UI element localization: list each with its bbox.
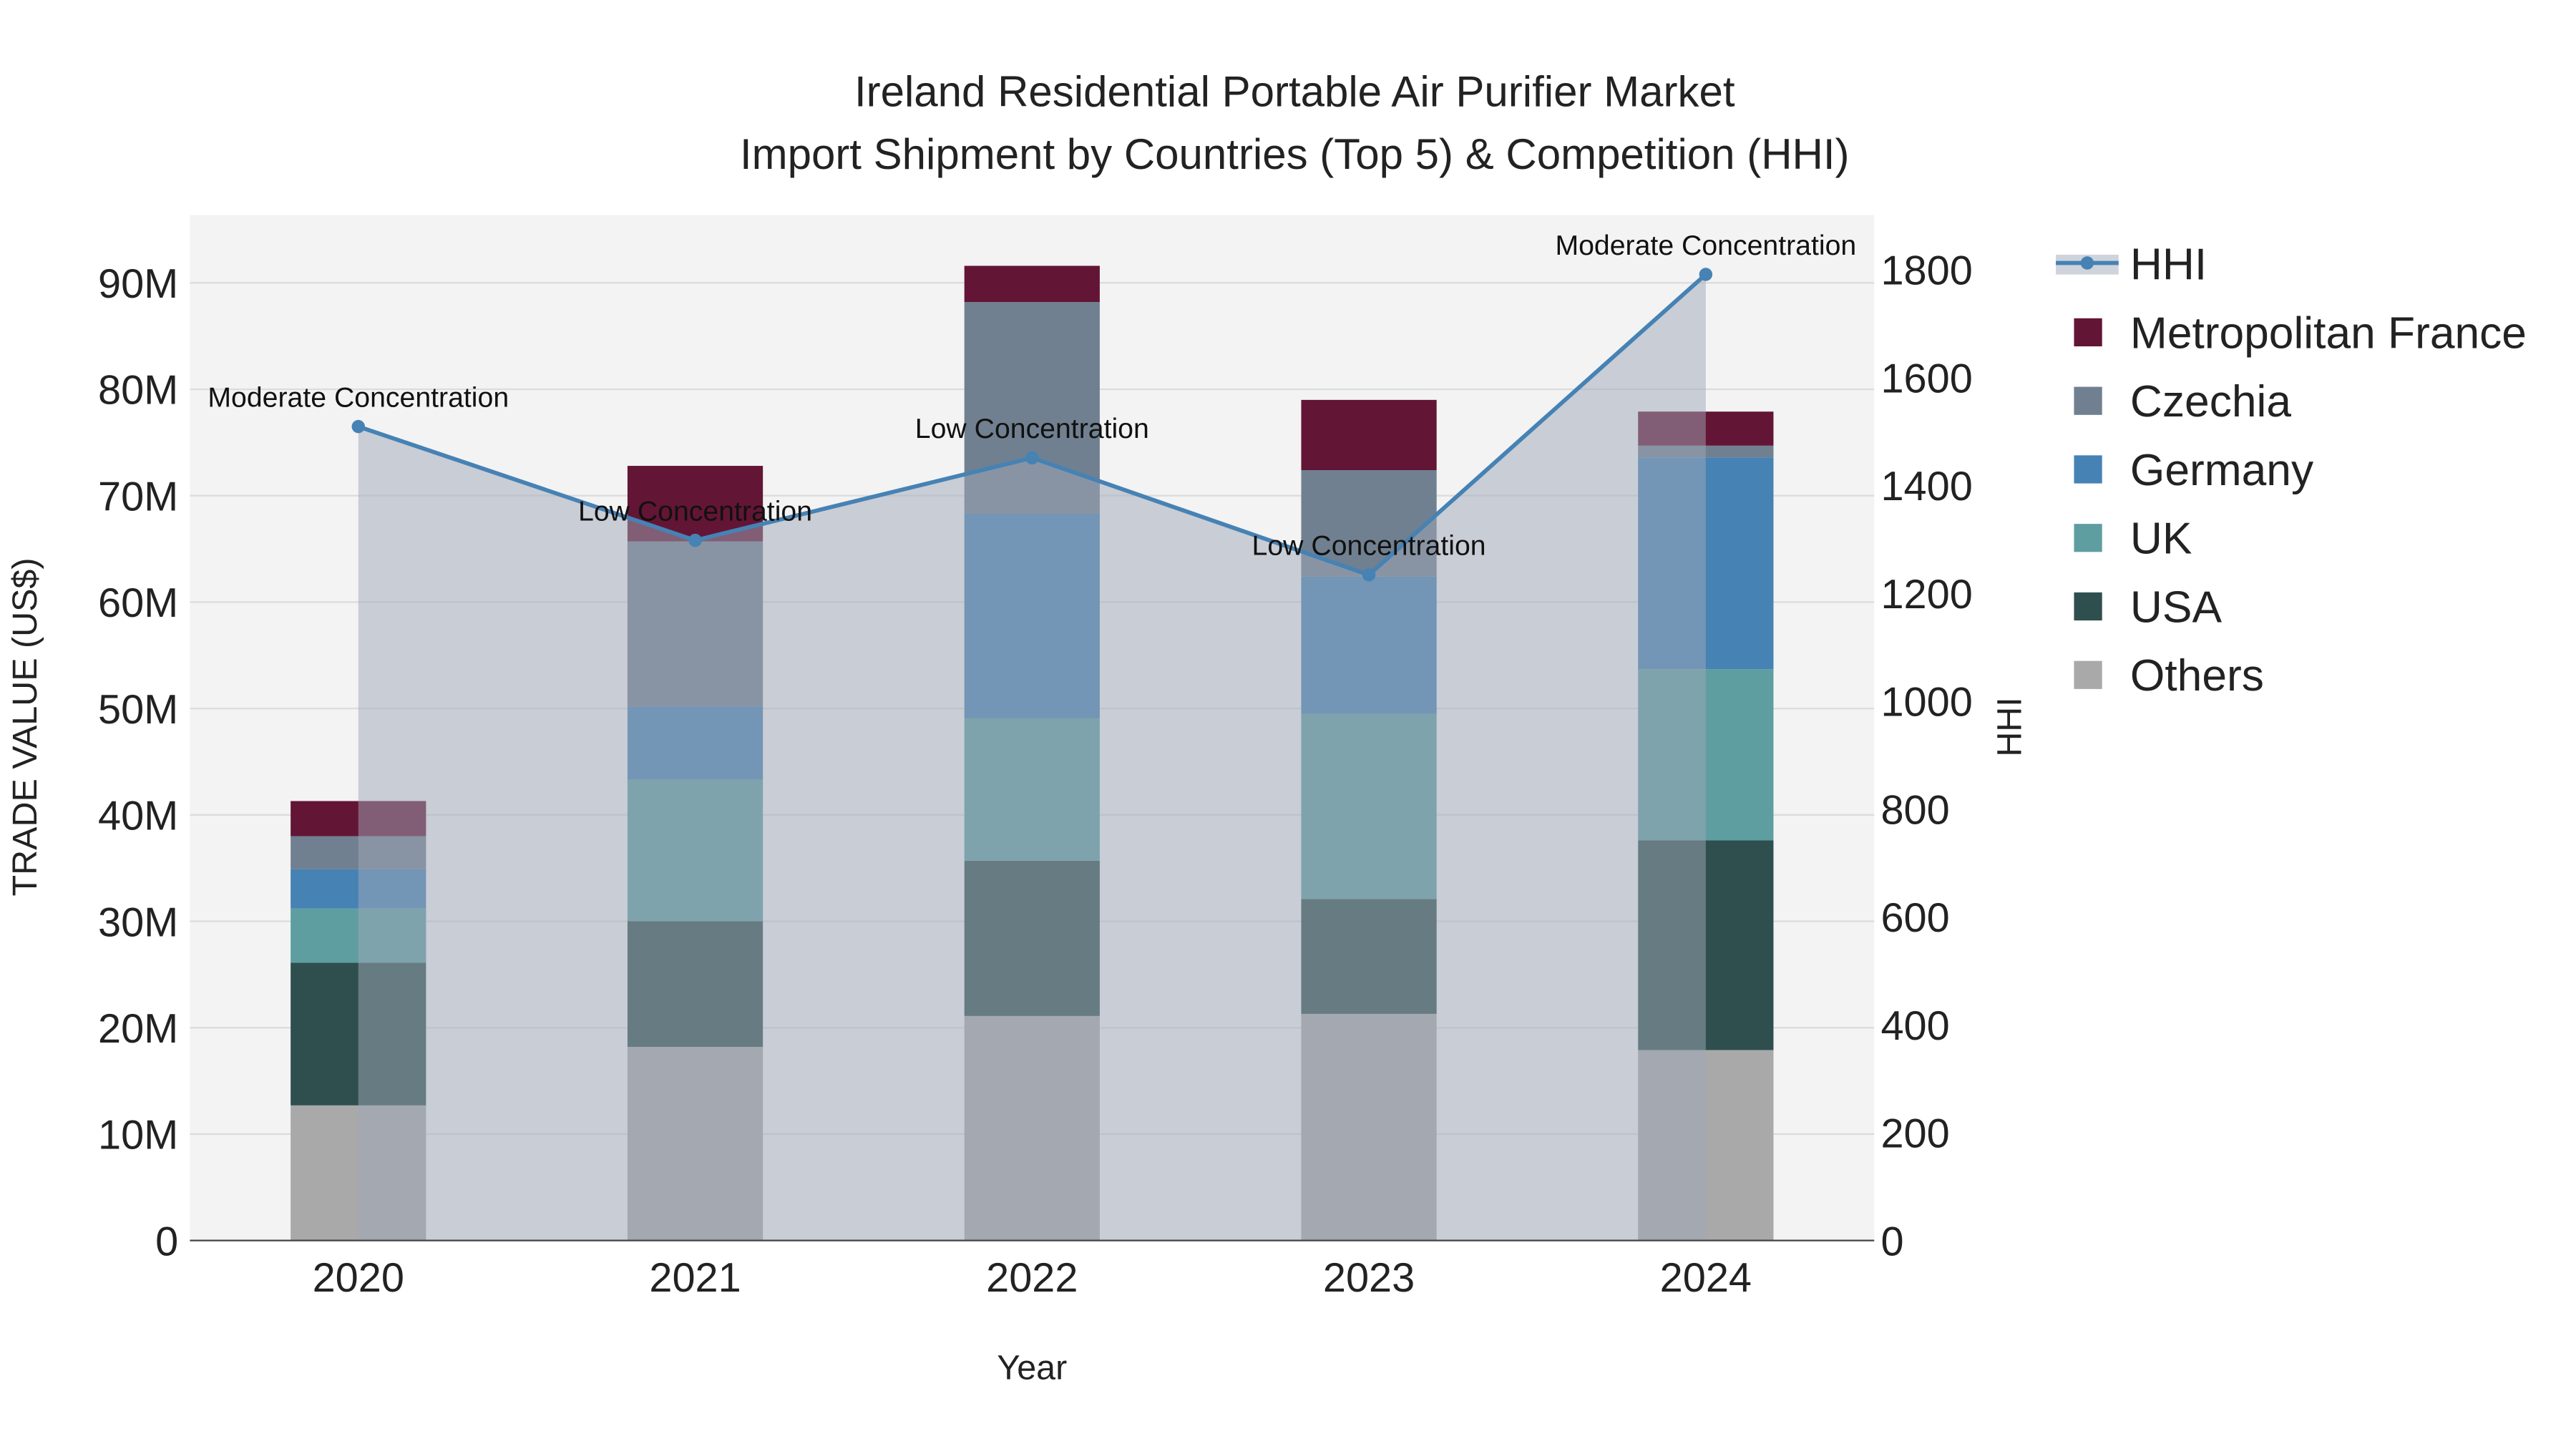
legend: HHI Metropolitan France Czechia Germany UK US… [2056, 240, 2527, 701]
y2-tick-label: 1400 [1880, 464, 1972, 509]
y2-axis-ticks: 0 200 400 600 800 1000 1200 1400 1600 1800 [1880, 248, 1972, 1265]
hhi-point-2023 [1362, 568, 1376, 582]
y2-tick-label: 1200 [1880, 572, 1972, 618]
hhi-annotation: Low Concentration [578, 495, 812, 527]
y2-tick-label: 600 [1880, 895, 1949, 941]
hhi-area [351, 268, 1713, 1241]
hhi-fill [358, 274, 1706, 1241]
hhi-point-2024 [1699, 268, 1713, 281]
hhi-annotation: Moderate Concentration [1555, 230, 1856, 261]
x-axis-ticks: 2020 2021 2022 2023 2024 [313, 1255, 1752, 1301]
legend-uk-swatch [2074, 524, 2102, 552]
y2-tick-label: 1800 [1880, 248, 1972, 294]
bar-metropolitan-france-2023 [1301, 399, 1437, 471]
legend-hhi-label: HHI [2130, 240, 2207, 290]
legend-uk-label: UK [2130, 514, 2192, 564]
y2-tick-label: 0 [1880, 1219, 1903, 1264]
legend-czechia-label: Czechia [2130, 377, 2291, 426]
hhi-annotation: Low Concentration [1252, 530, 1486, 562]
legend-usa-swatch [2074, 592, 2102, 621]
y-tick-label: 80M [98, 368, 178, 414]
y2-tick-label: 1600 [1880, 356, 1972, 401]
y-tick-label: 70M [98, 474, 178, 519]
x-tick-label: 2024 [1660, 1255, 1752, 1301]
hhi-point-2022 [1025, 451, 1039, 465]
legend-germany-label: Germany [2130, 446, 2314, 495]
legend-usa-label: USA [2130, 582, 2223, 632]
y-tick-label: 10M [98, 1113, 178, 1158]
annotations: Moderate Concentration Low Concentration L… [208, 230, 1856, 562]
x-axis-title: Year [997, 1349, 1067, 1387]
legend-germany-swatch [2074, 455, 2102, 484]
legend-metropolitan-france-label: Metropolitan France [2130, 308, 2527, 358]
x-tick-label: 2020 [313, 1255, 404, 1301]
y-tick-label: 90M [98, 261, 178, 307]
y2-tick-label: 800 [1880, 787, 1949, 833]
legend-hhi-marker [2080, 256, 2094, 270]
y-tick-label: 50M [98, 687, 178, 733]
x-tick-label: 2021 [649, 1255, 741, 1301]
y-tick-label: 20M [98, 1006, 178, 1052]
y-axis-title: TRADE VALUE (US$) [6, 557, 44, 896]
y2-axis-title: HHI [1991, 697, 2029, 756]
chart-title-line2: Import Shipment by Countries (Top 5) & C… [740, 130, 1850, 178]
x-tick-label: 2022 [986, 1255, 1078, 1301]
hhi-annotation: Low Concentration [915, 413, 1149, 444]
y2-tick-label: 200 [1880, 1111, 1949, 1157]
hhi-point-2020 [351, 419, 365, 434]
legend-czechia-swatch [2074, 386, 2102, 415]
y-tick-label: 60M [98, 580, 178, 626]
x-tick-label: 2023 [1323, 1255, 1415, 1301]
hhi-point-2021 [688, 533, 702, 547]
y2-tick-label: 400 [1880, 1003, 1949, 1049]
legend-metropolitan-france-swatch [2074, 318, 2102, 347]
y-tick-label: 30M [98, 899, 178, 945]
legend-others-label: Others [2130, 651, 2264, 701]
bar-metropolitan-france-2022 [964, 265, 1100, 303]
y-tick-label: 40M [98, 794, 178, 839]
chart-title-line1: Ireland Residential Portable Air Purifie… [854, 67, 1735, 115]
y-tick-label: 0 [155, 1219, 178, 1264]
y2-tick-label: 1000 [1880, 680, 1972, 726]
hhi-annotation: Moderate Concentration [208, 381, 509, 413]
legend-others-swatch [2074, 660, 2102, 689]
y-axis-ticks: 0 10M 20M 30M 40M 50M 60M 70M 80M 90M [98, 261, 178, 1264]
